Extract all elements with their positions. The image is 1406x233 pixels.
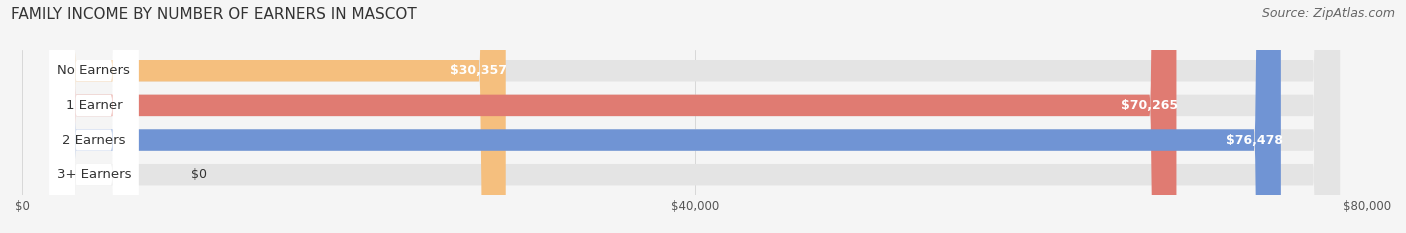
Text: $30,357: $30,357 [450,64,508,77]
Text: No Earners: No Earners [58,64,131,77]
Text: $76,478: $76,478 [1226,134,1282,147]
Text: 1 Earner: 1 Earner [66,99,122,112]
FancyBboxPatch shape [49,0,138,233]
FancyBboxPatch shape [49,0,1177,233]
FancyBboxPatch shape [49,0,1340,233]
Text: $70,265: $70,265 [1121,99,1178,112]
FancyBboxPatch shape [49,0,1281,233]
FancyBboxPatch shape [49,0,506,233]
Text: Source: ZipAtlas.com: Source: ZipAtlas.com [1261,7,1395,20]
Text: 2 Earners: 2 Earners [62,134,125,147]
FancyBboxPatch shape [49,0,1340,233]
FancyBboxPatch shape [49,0,1340,233]
FancyBboxPatch shape [49,0,1340,233]
FancyBboxPatch shape [49,0,138,233]
Text: FAMILY INCOME BY NUMBER OF EARNERS IN MASCOT: FAMILY INCOME BY NUMBER OF EARNERS IN MA… [11,7,418,22]
Text: 3+ Earners: 3+ Earners [56,168,131,181]
FancyBboxPatch shape [49,0,138,233]
Text: $0: $0 [190,168,207,181]
FancyBboxPatch shape [49,0,138,233]
